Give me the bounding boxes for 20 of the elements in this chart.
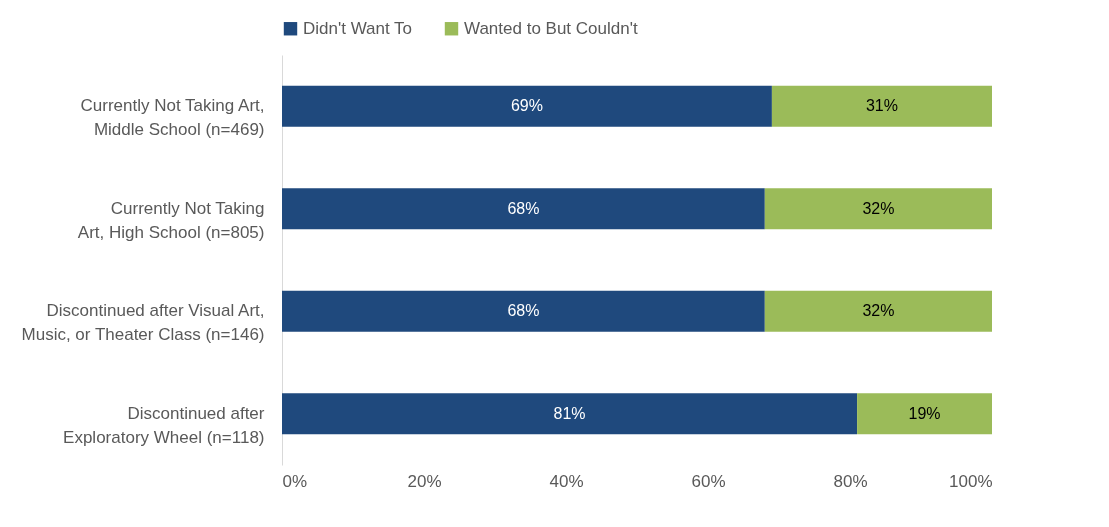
- x-tick-label: 0%: [282, 471, 308, 491]
- data-label: 69%: [510, 97, 543, 115]
- data-label: 31%: [865, 97, 898, 115]
- y-tick-label: Currently Not Taking Art, High School (n=805): [77, 198, 265, 242]
- data-label: 68%: [507, 302, 540, 320]
- y-tick-label: Discontinued after Exploratory Wheel (n=118): [63, 403, 265, 447]
- data-label: 32%: [862, 302, 895, 320]
- legend-label: Wanted to But Couldn't: [464, 18, 638, 38]
- x-tick-label: 40%: [549, 471, 584, 491]
- x-tick-label: 20%: [407, 471, 442, 491]
- y-tick-label: Currently Not Taking Art, Middle School (n=469): [80, 96, 265, 140]
- legend-label: Didn't Want To: [303, 18, 413, 38]
- data-label: 32%: [862, 199, 895, 217]
- data-label: 19%: [908, 404, 941, 422]
- x-tick-label: 100%: [949, 471, 993, 491]
- y-tick-label: Discontinued after Visual Art, Music, or Theater Class (n=146): [21, 301, 265, 345]
- data-label: 81%: [553, 404, 586, 422]
- data-label: 68%: [507, 199, 540, 217]
- x-tick-label: 60%: [691, 471, 726, 491]
- x-tick-label: 80%: [833, 471, 868, 491]
